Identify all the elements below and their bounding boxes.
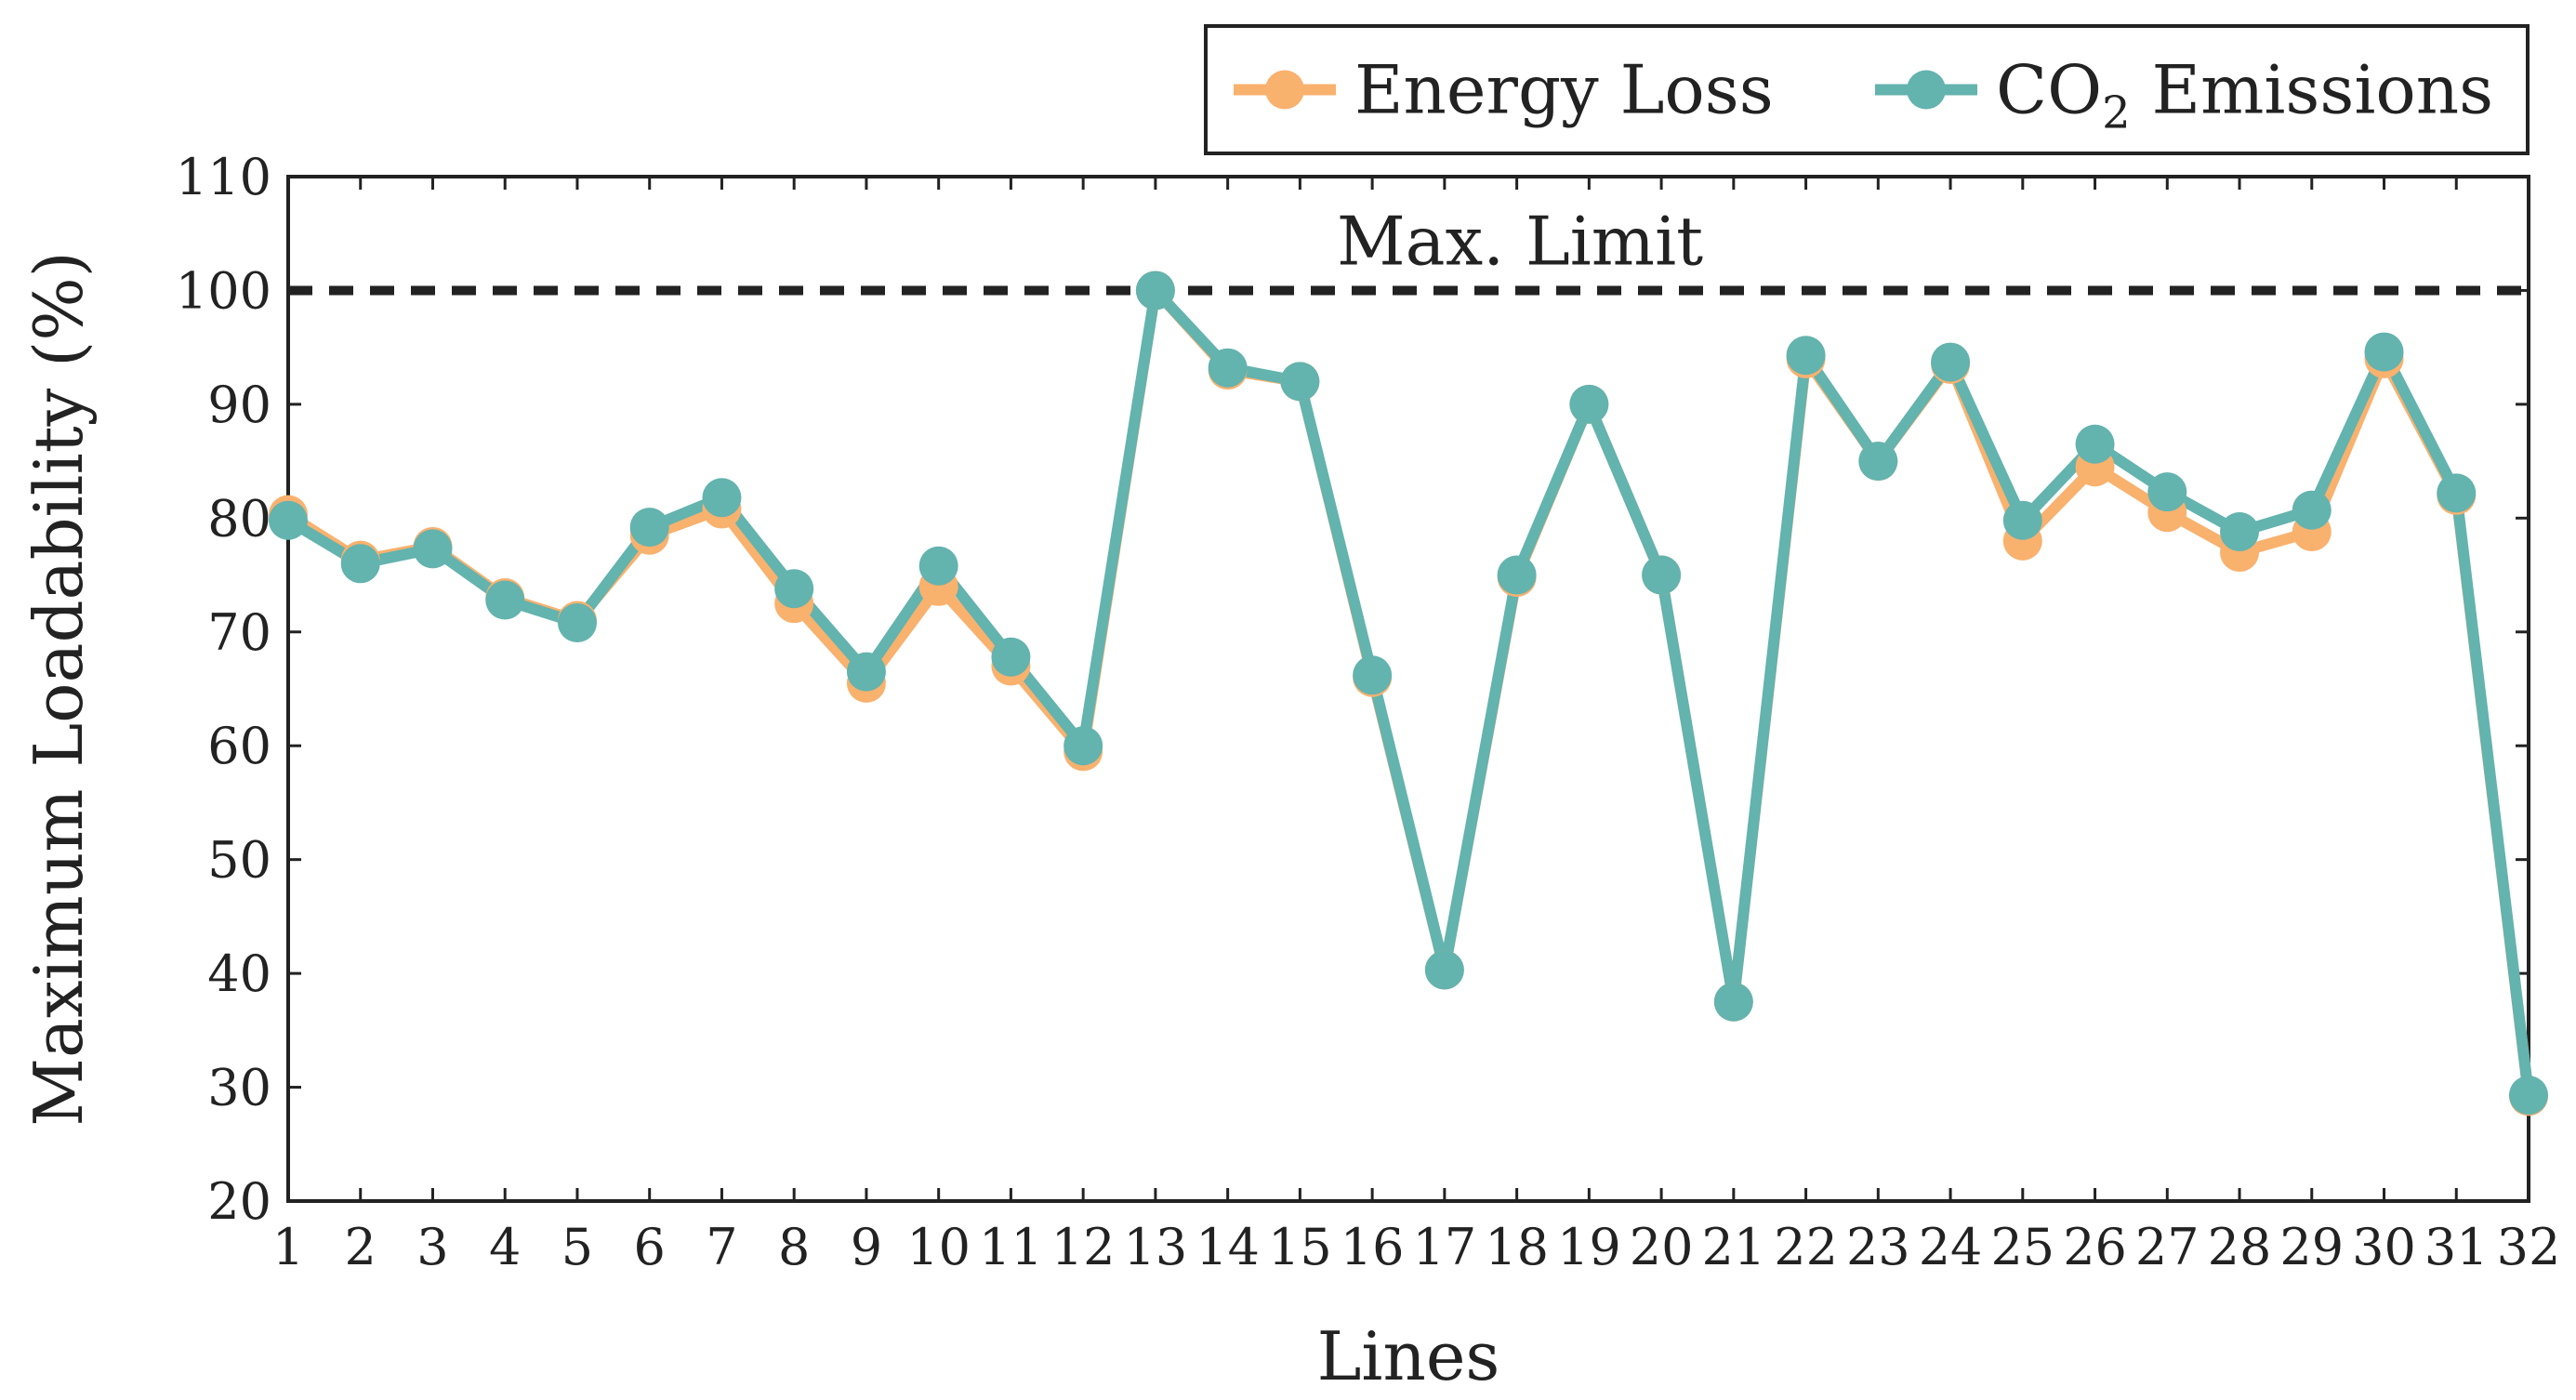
data-point-co2-emissions (1786, 336, 1826, 376)
x-tick-label: 25 (1990, 1218, 2054, 1276)
x-tick-label: 30 (2352, 1218, 2416, 1276)
x-tick-label: 22 (1774, 1218, 1838, 1276)
legend-swatch-marker (1907, 70, 1946, 110)
data-point-co2-emissions (413, 529, 453, 569)
data-point-co2-emissions (774, 569, 814, 609)
x-tick-label: 18 (1485, 1218, 1549, 1276)
data-point-co2-emissions (918, 546, 958, 586)
data-point-co2-emissions (1642, 555, 1682, 595)
x-tick-label: 16 (1341, 1218, 1405, 1276)
x-tick-label: 23 (1846, 1218, 1910, 1276)
legend-label-energy-loss: Energy Loss (1354, 51, 1774, 129)
x-tick-label: 31 (2424, 1218, 2489, 1276)
y-tick-label: 110 (176, 148, 271, 206)
data-point-co2-emissions (2364, 332, 2404, 372)
y-tick-label: 70 (207, 603, 271, 662)
data-point-co2-emissions (1280, 362, 1320, 402)
x-tick-label: 27 (2135, 1218, 2200, 1276)
data-point-co2-emissions (846, 652, 886, 692)
data-point-co2-emissions (2509, 1076, 2548, 1116)
y-tick-label: 60 (207, 717, 271, 775)
x-tick-label: 15 (1268, 1218, 1332, 1276)
y-axis-title: Maximum Loadability (%) (20, 251, 98, 1126)
data-point-co2-emissions (1569, 384, 1609, 424)
data-point-co2-emissions (1858, 442, 1898, 482)
data-point-co2-emissions (485, 580, 525, 620)
data-point-co2-emissions (991, 637, 1031, 677)
x-tick-label: 20 (1630, 1218, 1694, 1276)
data-point-co2-emissions (629, 508, 669, 548)
x-tick-label: 9 (851, 1218, 882, 1276)
data-point-co2-emissions (2075, 424, 2115, 464)
data-point-co2-emissions (1931, 342, 1971, 382)
x-tick-label: 24 (1919, 1218, 1983, 1276)
x-tick-label: 14 (1196, 1218, 1260, 1276)
x-tick-label: 21 (1701, 1218, 1765, 1276)
x-tick-label: 1 (272, 1218, 304, 1276)
data-point-co2-emissions (702, 478, 742, 518)
series-line-co2-emissions (284, 278, 2534, 1096)
x-tick-label: 10 (906, 1218, 971, 1276)
plot-frame (286, 175, 2530, 1203)
x-tick-label: 8 (778, 1218, 810, 1276)
legend-box (1204, 24, 2530, 155)
legend-label-co2-emissions: CO2 Emissions (1996, 51, 2493, 139)
x-tick-label: 12 (1051, 1218, 1116, 1276)
data-point-co2-emissions (1208, 348, 1248, 388)
x-tick-label: 26 (2063, 1218, 2127, 1276)
y-tick-label: 50 (207, 831, 271, 890)
data-point-co2-emissions (1497, 555, 1537, 595)
data-point-co2-emissions (1353, 655, 1393, 695)
x-tick-label: 7 (706, 1218, 737, 1276)
x-tick-label: 4 (489, 1218, 521, 1276)
series-line-energy-loss (284, 278, 2534, 1098)
y-tick-label: 40 (207, 944, 271, 1003)
y-tick-label: 100 (176, 261, 271, 320)
data-point-co2-emissions (557, 602, 597, 642)
x-tick-label: 28 (2208, 1218, 2272, 1276)
x-tick-label: 2 (345, 1218, 376, 1276)
data-point-co2-emissions (1063, 726, 1103, 766)
max-limit-label: Max. Limit (1337, 202, 1703, 280)
data-point-co2-emissions (2147, 472, 2187, 512)
x-tick-label: 11 (979, 1218, 1043, 1276)
x-tick-label: 13 (1124, 1218, 1188, 1276)
x-axis-title: Lines (1317, 1317, 1500, 1395)
data-point-co2-emissions (340, 544, 380, 584)
x-tick-label: 5 (561, 1218, 593, 1276)
y-tick-label: 20 (207, 1172, 271, 1231)
x-tick-label: 32 (2497, 1218, 2561, 1276)
data-point-co2-emissions (269, 500, 308, 540)
y-tick-label: 90 (207, 376, 271, 434)
data-point-co2-emissions (1424, 950, 1464, 990)
x-tick-label: 17 (1413, 1218, 1477, 1276)
data-point-co2-emissions (2002, 500, 2042, 540)
data-point-co2-emissions (2437, 473, 2477, 513)
x-tick-label: 19 (1557, 1218, 1621, 1276)
data-point-co2-emissions (1135, 271, 1175, 310)
x-tick-label: 6 (634, 1218, 666, 1276)
legend-swatch-marker (1265, 70, 1304, 110)
data-point-co2-emissions (1713, 982, 1753, 1022)
y-tick-label: 80 (207, 489, 271, 548)
y-tick-label: 30 (207, 1059, 271, 1117)
data-point-co2-emissions (2220, 512, 2260, 552)
x-tick-label: 29 (2279, 1218, 2344, 1276)
data-point-co2-emissions (2292, 490, 2332, 530)
x-tick-label: 3 (416, 1218, 448, 1276)
